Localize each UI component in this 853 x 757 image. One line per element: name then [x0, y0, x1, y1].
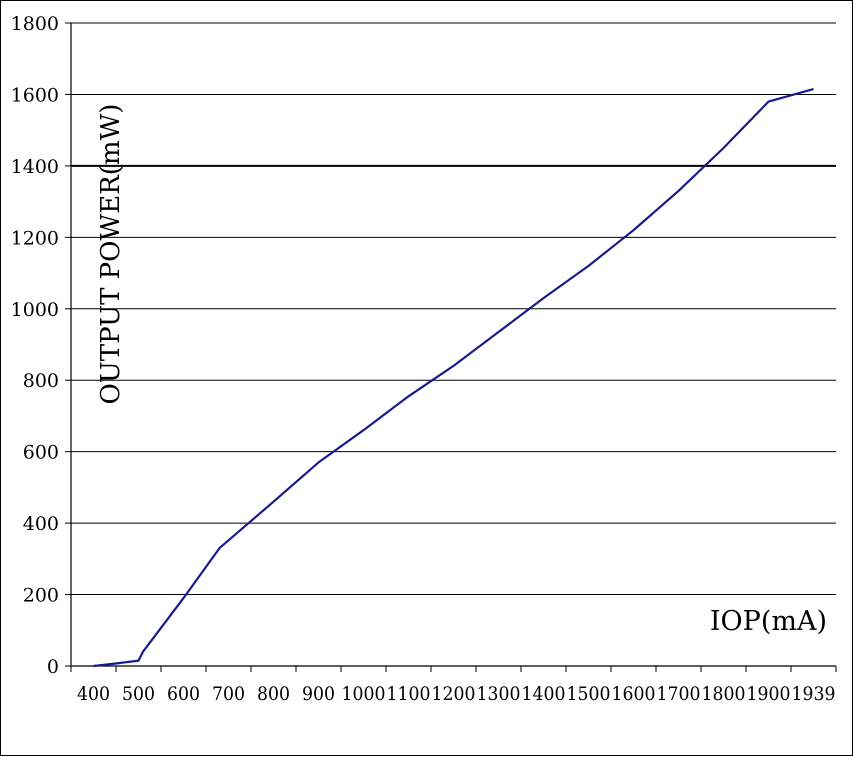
y-tick-label: 600 [23, 442, 59, 464]
x-tick-label: 400 [77, 683, 110, 705]
x-tick-label: 1600 [612, 683, 656, 705]
y-tick-label: 1800 [11, 13, 59, 35]
y-tick-label: 1200 [11, 227, 59, 249]
y-tick-labels: 0 200 400 600 800 1000 1200 1400 1600 1800 [11, 13, 59, 678]
y-tick-label: 1000 [11, 299, 59, 321]
series-line [93, 88, 814, 668]
grid-lines [71, 22, 836, 596]
x-tick-label: 1900 [747, 683, 791, 705]
y-axis-label: OUTPUT POWER(mW) [96, 104, 126, 405]
y-tick-label: 0 [47, 656, 59, 678]
axes [65, 22, 837, 672]
x-tick-label: 1300 [477, 683, 521, 705]
x-tick-label: 700 [212, 683, 245, 705]
x-tick-label: 900 [302, 683, 335, 705]
x-tick-label: 1500 [567, 683, 611, 705]
y-tick-label: 1400 [11, 156, 59, 178]
y-tick-label: 400 [23, 513, 59, 535]
series-group [93, 88, 814, 668]
x-tick-label: 800 [257, 683, 290, 705]
x-tick-label: 1700 [657, 683, 701, 705]
x-tick-label: 1400 [522, 683, 566, 705]
x-axis-label: IOP(mA) [710, 606, 827, 637]
x-tick-label: 600 [167, 683, 200, 705]
y-tick-label: 800 [23, 370, 59, 392]
x-tick-label: 1939 [792, 683, 836, 705]
x-tick-label: 1200 [432, 683, 476, 705]
x-tick-label: 1800 [702, 683, 746, 705]
y-tick-label: 200 [23, 585, 59, 607]
y-tick-label: 1600 [11, 84, 59, 106]
x-tick-label: 1000 [342, 683, 386, 705]
x-tick-label: 500 [122, 683, 155, 705]
x-tick-labels: 400 500 600 700 800 900 1000 1100 1200 1300 1400 15… [77, 683, 836, 705]
x-tick-label: 1100 [387, 683, 431, 705]
